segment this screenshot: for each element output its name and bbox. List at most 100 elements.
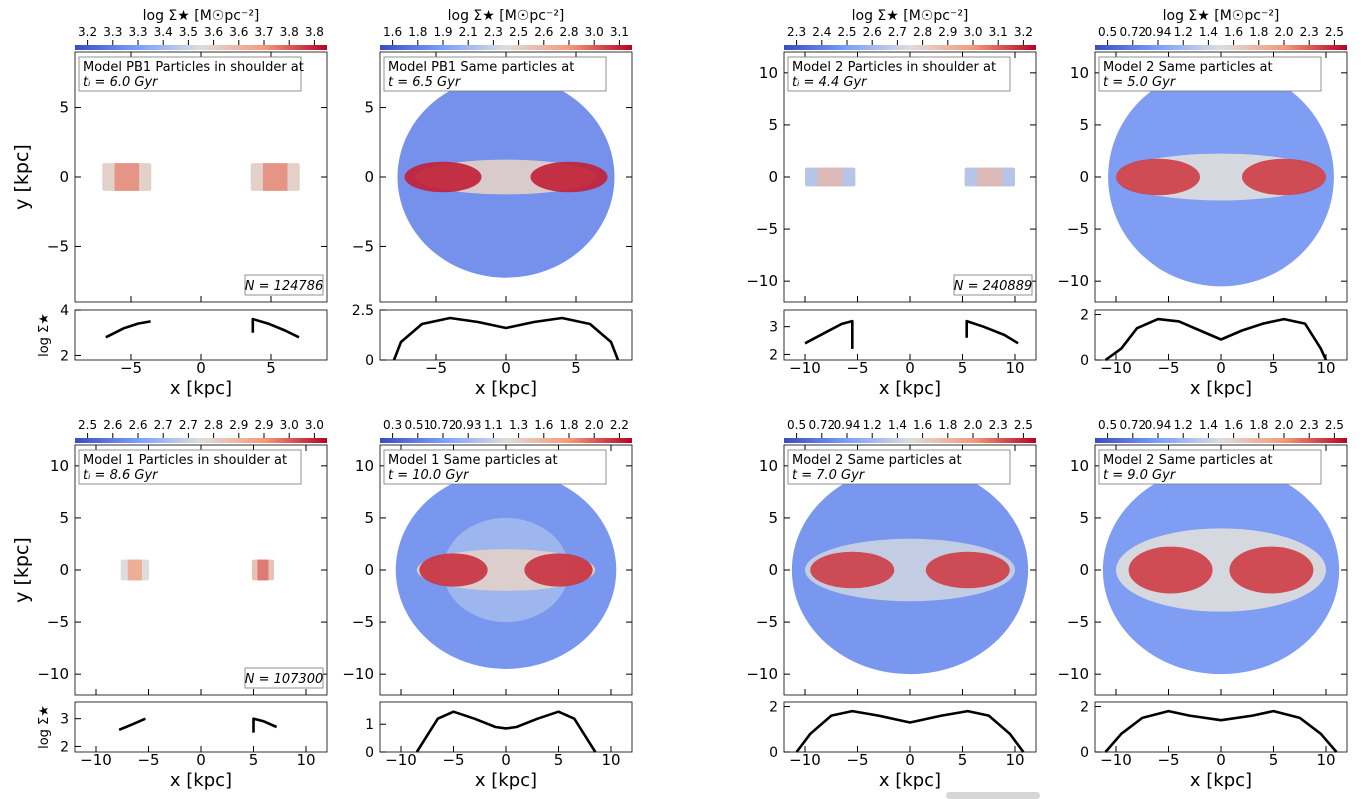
y-tick-label: 0 bbox=[768, 561, 778, 579]
colorbar-tick-label: 1.4 bbox=[1199, 25, 1218, 39]
colorbar-tick-label: 2.9 bbox=[254, 418, 273, 432]
colorbar bbox=[784, 438, 1036, 443]
panel-M2-same-5: log Σ★ [M☉pc⁻²] 0.5 0.720.94 1.2 1.4 1.6 1.8 2.… bbox=[1057, 8, 1348, 399]
y-tick-label: 5 bbox=[768, 116, 778, 134]
profile-line bbox=[105, 320, 151, 339]
x-tick-label: −10 bbox=[1100, 359, 1132, 377]
profile-frame bbox=[74, 701, 328, 753]
colorbar-tick-label: 0.72 bbox=[430, 418, 457, 432]
annotation-box: Model 2 Same particles att = 7.0 Gyr bbox=[787, 449, 1011, 485]
y-tick-label: −5 bbox=[756, 220, 778, 238]
colorbar-tick-label: 1.8 bbox=[1249, 25, 1268, 39]
panel-PB1-same: log Σ★ [M☉pc⁻²] 1.6 1.8 1.9 2.1 2.3 2.5 2.6 2.8 3… bbox=[352, 8, 633, 399]
profile-line bbox=[1104, 317, 1328, 362]
profile-y-tick-label: 2 bbox=[60, 348, 69, 364]
profile-line bbox=[804, 319, 854, 349]
density-map bbox=[1108, 67, 1334, 287]
density-region bbox=[524, 553, 593, 587]
panel-PB1-shoulder: log Σ★ [M☉pc⁻²] 3.2 3.3 3.3 3.4 3.5 3.6 3.6 3.7 3… bbox=[11, 8, 328, 399]
x-tick-label: 0 bbox=[501, 751, 511, 769]
profile-frame bbox=[783, 309, 1037, 361]
colorbar-tick-label: 0.93 bbox=[455, 418, 482, 432]
density-core bbox=[114, 163, 140, 191]
density-core bbox=[262, 163, 288, 191]
scrollbar-thumb[interactable] bbox=[946, 792, 1040, 799]
colorbar-label: log Σ★ [M☉pc⁻²] bbox=[852, 8, 969, 24]
colorbar-tick-label: 1.8 bbox=[938, 418, 957, 432]
y-tick-label: 10 bbox=[1070, 457, 1089, 475]
x-axis-label: x [kpc] bbox=[1190, 770, 1252, 791]
annotation-title: Model 2 Particles in shoulder at bbox=[792, 60, 996, 75]
colorbar-tick-label: 1.9 bbox=[433, 25, 452, 39]
x-tick-label: 5 bbox=[571, 359, 581, 377]
panel-M1-same: 0.3 0.510.720.93 1.1 1.3 1.6 1.8 2.0 2.2 −10 −5 0 5… bbox=[342, 418, 633, 791]
annotation-box: Model 2 Same particles att = 9.0 Gyr bbox=[1098, 449, 1322, 485]
colorbar-tick-label: 3.5 bbox=[179, 25, 198, 39]
y-tick-label: 5 bbox=[1079, 116, 1089, 134]
colorbar-tick-label: 0.94 bbox=[1145, 25, 1172, 39]
density-map bbox=[395, 471, 617, 669]
y-tick-label: 5 bbox=[59, 509, 69, 527]
colorbar-tick-label: 0.72 bbox=[1119, 418, 1146, 432]
colorbar-tick-label: 2.2 bbox=[610, 418, 629, 432]
x-tick-label: −10 bbox=[1100, 751, 1132, 769]
profile-y-tick-label: 0 bbox=[365, 353, 374, 369]
y-tick-label: 0 bbox=[364, 561, 374, 579]
y-tick-label: −10 bbox=[1057, 665, 1089, 683]
panel-M2-same-7: 0.5 0.720.94 1.2 1.4 1.6 1.8 2.0 2.3 2.5 −10 −5 0 5 1… bbox=[746, 418, 1037, 791]
panel-M2-same-9: 0.5 0.720.94 1.2 1.4 1.6 1.8 2.0 2.3 2.5 −10 −5 0 5 1… bbox=[1057, 418, 1348, 791]
x-tick-label: 0 bbox=[501, 359, 511, 377]
colorbar-tick-label: 2.4 bbox=[812, 25, 831, 39]
panel-M2-shoulder: log Σ★ [M☉pc⁻²] 2.3 2.4 2.5 2.6 2.7 2.8 2.9 3.0 3… bbox=[746, 8, 1037, 399]
colorbar-tick-label: 0.72 bbox=[1119, 25, 1146, 39]
colorbar-tick-label: 2.5 bbox=[1014, 418, 1033, 432]
profile-frame bbox=[1094, 309, 1348, 361]
profile-frame bbox=[379, 701, 633, 753]
profile-y-tick-label: 2 bbox=[1080, 308, 1089, 324]
density-region bbox=[419, 553, 488, 587]
profile-y-label: log Σ★ bbox=[37, 705, 52, 749]
profile-y-tick-label: 0 bbox=[365, 745, 374, 761]
x-tick-label: −10 bbox=[80, 751, 112, 769]
colorbar-tick-label: 2.3 bbox=[484, 25, 503, 39]
colorbar-tick-label: 3.0 bbox=[585, 25, 604, 39]
x-tick-label: −5 bbox=[1157, 359, 1179, 377]
colorbar-tick-label: 3.6 bbox=[229, 25, 248, 39]
density-core bbox=[127, 559, 142, 581]
particle-count-box: N = 107300 bbox=[244, 667, 324, 689]
annotation-title: Model 2 Same particles at bbox=[792, 453, 962, 468]
profile-y-tick-label: 2 bbox=[60, 739, 69, 755]
colorbar-tick-label: 1.6 bbox=[383, 25, 402, 39]
colorbar-tick-label: 0.5 bbox=[1098, 25, 1117, 39]
particle-count: N = 240889 bbox=[954, 279, 1033, 294]
profile-y-tick-label: 1 bbox=[365, 717, 374, 733]
x-tick-label: 5 bbox=[958, 751, 968, 769]
density-region bbox=[1242, 158, 1326, 196]
y-tick-label: 10 bbox=[1070, 64, 1089, 82]
y-tick-label: 0 bbox=[1079, 168, 1089, 186]
density-region bbox=[1229, 546, 1314, 594]
colorbar-tick-label: 3.8 bbox=[280, 25, 299, 39]
colorbar-tick-label: 2.7 bbox=[179, 418, 198, 432]
annotation-title: Model 2 Same particles at bbox=[1103, 453, 1273, 468]
profile-y-tick-label: 2 bbox=[769, 347, 778, 363]
colorbar-tick-label: 1.4 bbox=[1199, 418, 1218, 432]
x-tick-label: 0 bbox=[905, 359, 915, 377]
y-tick-label: 10 bbox=[759, 457, 778, 475]
annotation-time: tᵢ = 8.6 Gyr bbox=[83, 468, 159, 483]
x-tick-label: 10 bbox=[1005, 359, 1024, 377]
x-tick-label: 5 bbox=[554, 751, 564, 769]
x-tick-label: −5 bbox=[425, 359, 447, 377]
annotation-box: Model 1 Same particles att = 10.0 Gyr bbox=[383, 449, 607, 485]
colorbar-tick-label: 1.2 bbox=[863, 418, 882, 432]
colorbar-tick-label: 1.8 bbox=[408, 25, 427, 39]
annotation-title: Model PB1 Particles in shoulder at bbox=[83, 60, 304, 75]
x-tick-label: 0 bbox=[1216, 359, 1226, 377]
particle-count-box: N = 124786 bbox=[244, 274, 324, 296]
annotation-time: t = 10.0 Gyr bbox=[388, 468, 470, 483]
particle-count: N = 124786 bbox=[245, 279, 324, 294]
y-tick-label: −10 bbox=[342, 665, 374, 683]
colorbar-tick-label: 3.8 bbox=[305, 25, 324, 39]
colorbar-tick-label: 0.94 bbox=[834, 418, 861, 432]
